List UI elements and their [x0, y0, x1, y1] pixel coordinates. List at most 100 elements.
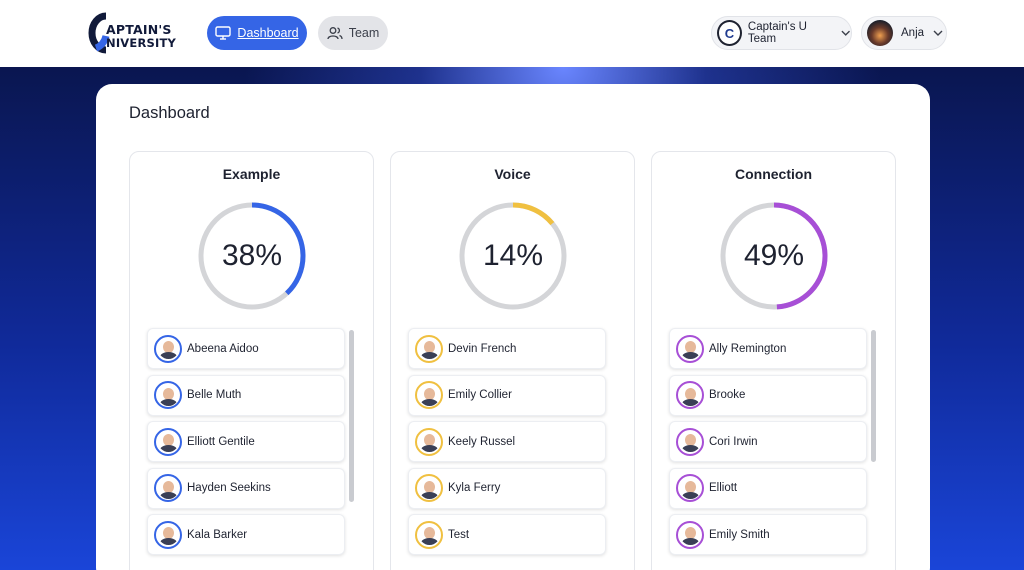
avatar — [415, 474, 443, 502]
member-list-item[interactable]: Belle Muth — [147, 374, 345, 416]
logo-text-line1: APTAIN'S — [106, 22, 172, 37]
user-menu-dropdown[interactable]: Anja — [861, 16, 947, 50]
progress-ring-fill — [720, 202, 828, 310]
panel-connection: Connection 49% Ally Remington Brooke Cori Ir… — [651, 151, 896, 570]
avatar-photo — [419, 478, 440, 499]
member-list: Ally Remington Brooke Cori Irwin Elliott Emi… — [669, 328, 867, 561]
progress-percent: 14% — [482, 239, 544, 272]
top-navigation-bar: APTAIN'S NIVERSITY Dashboard Team C Capt… — [0, 0, 1024, 67]
member-name: Belle Muth — [187, 389, 242, 401]
member-name: Kyla Ferry — [448, 482, 501, 494]
avatar-photo — [680, 385, 701, 406]
avatar-photo — [158, 478, 179, 499]
team-selector-label: Captain's U Team — [747, 21, 807, 45]
avatar — [154, 520, 182, 549]
user-avatar — [867, 20, 893, 46]
member-list-item[interactable]: Brooke — [669, 374, 867, 416]
chevron-down-icon — [841, 30, 850, 36]
avatar-photo — [158, 385, 179, 406]
member-list-item[interactable]: Hayden Seekins — [147, 467, 345, 509]
member-list-item[interactable]: Elliott Gentile — [147, 421, 345, 462]
avatar-photo — [419, 338, 440, 359]
nav-dashboard-label: Dashboard — [237, 26, 299, 40]
avatar — [415, 334, 443, 363]
avatar — [676, 474, 704, 502]
member-name: Elliott Gentile — [187, 435, 255, 448]
progress-ring — [459, 202, 567, 310]
member-name: Ally Remington — [709, 342, 787, 355]
progress-ring — [720, 202, 828, 310]
nav-team-button[interactable]: Team — [318, 16, 388, 50]
member-name: Kala Barker — [187, 528, 248, 541]
progress-percent: 49% — [743, 239, 805, 272]
captains-university-logo[interactable]: APTAIN'S NIVERSITY — [88, 12, 176, 54]
dashboard-card: Dashboard Example 38% Abeena Aidoo Belle Mu… — [96, 84, 930, 570]
member-name: Devin French — [448, 342, 517, 355]
page-title: Dashboard — [129, 104, 210, 122]
avatar — [676, 334, 704, 363]
avatar-photo — [158, 338, 179, 359]
panel-title: Example — [222, 166, 281, 182]
avatar-photo — [419, 524, 440, 545]
member-name: Abeena Aidoo — [187, 342, 259, 355]
avatar — [415, 427, 443, 456]
member-list: Abeena Aidoo Belle Muth Elliott Gentile Hay… — [147, 328, 345, 561]
avatar — [415, 381, 443, 409]
member-list-item[interactable]: Cori Irwin — [669, 421, 867, 462]
member-list-item[interactable]: Emily Collier — [408, 374, 606, 416]
avatar — [154, 381, 182, 409]
progress-ring-fill — [459, 202, 567, 310]
member-list-item[interactable]: Test — [408, 514, 606, 555]
avatar-photo — [680, 478, 701, 499]
user-name-label: Anja — [901, 27, 925, 39]
avatar — [154, 474, 182, 502]
progress-ring-fill — [198, 202, 306, 310]
avatar-photo — [680, 431, 701, 452]
avatar — [676, 427, 704, 456]
panel-title: Connection — [735, 166, 812, 182]
avatar-photo — [419, 385, 440, 406]
member-list-item[interactable]: Kyla Ferry — [408, 467, 606, 509]
avatar-photo — [680, 338, 701, 359]
logo-c-icon — [88, 12, 110, 54]
member-name: Keely Russel — [448, 435, 516, 448]
list-scrollbar[interactable] — [349, 330, 354, 502]
team-selector-dropdown[interactable]: C Captain's U Team — [711, 16, 852, 50]
avatar-photo — [158, 524, 179, 545]
avatar — [676, 520, 704, 549]
progress-percent: 38% — [221, 239, 283, 272]
nav-dashboard-button[interactable]: Dashboard — [207, 16, 307, 50]
team-badge-icon: C — [717, 20, 742, 46]
monitor-icon — [215, 26, 232, 40]
avatar — [415, 520, 443, 549]
member-list-item[interactable]: Emily Smith — [669, 514, 867, 555]
member-list-item[interactable]: Kala Barker — [147, 514, 345, 555]
member-list-item[interactable]: Elliott — [669, 467, 867, 509]
member-name: Test — [448, 528, 470, 541]
member-name: Emily Collier — [448, 389, 512, 401]
avatar-photo — [680, 524, 701, 545]
member-list-item[interactable]: Keely Russel — [408, 421, 606, 462]
member-name: Hayden Seekins — [187, 482, 271, 494]
member-name: Elliott — [709, 482, 738, 494]
member-list-item[interactable]: Ally Remington — [669, 328, 867, 369]
progress-ring — [198, 202, 306, 310]
avatar-photo — [419, 431, 440, 452]
member-list-item[interactable]: Abeena Aidoo — [147, 328, 345, 369]
member-name: Brooke — [709, 389, 746, 401]
member-name: Emily Smith — [709, 528, 770, 541]
member-list-item[interactable]: Devin French — [408, 328, 606, 369]
avatar — [154, 334, 182, 363]
logo-text-line2: NIVERSITY — [106, 36, 177, 50]
member-name: Cori Irwin — [709, 435, 758, 448]
member-list: Devin French Emily Collier Keely Russel Kyl… — [408, 328, 606, 561]
avatar — [154, 427, 182, 456]
nav-team-label: Team — [348, 26, 380, 40]
chevron-down-icon — [933, 30, 943, 36]
panel-title: Voice — [494, 166, 531, 182]
avatar-photo — [158, 431, 179, 452]
avatar — [676, 381, 704, 409]
users-icon — [327, 27, 343, 40]
panel-example: Example 38% Abeena Aidoo Belle Muth Elliott … — [129, 151, 374, 570]
list-scrollbar[interactable] — [871, 330, 876, 462]
